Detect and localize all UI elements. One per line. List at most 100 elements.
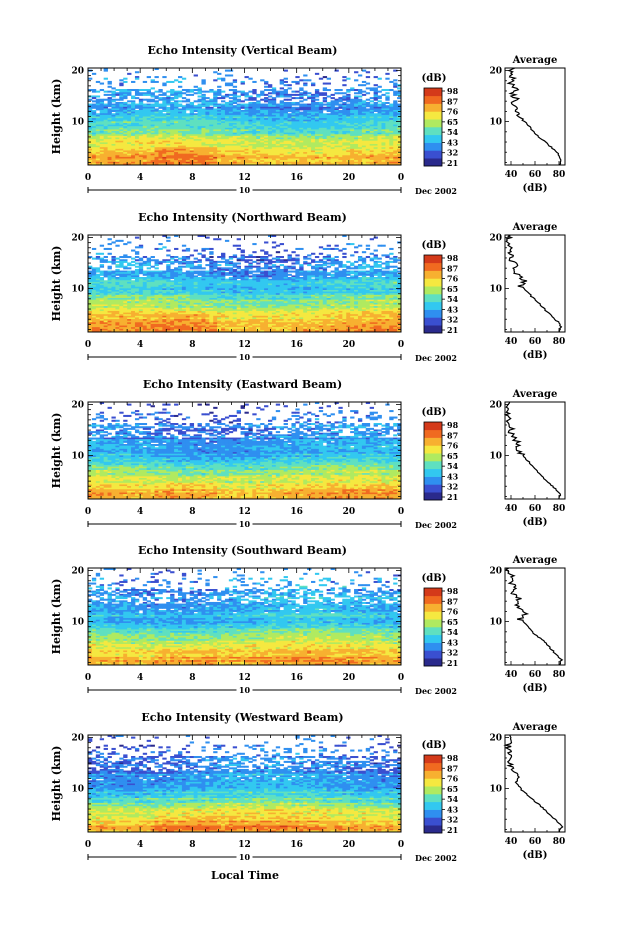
heatmap-cell bbox=[146, 90, 151, 93]
heatmap-cell bbox=[201, 256, 206, 259]
heatmap-cell bbox=[174, 114, 179, 117]
heatmap-cell bbox=[111, 114, 116, 117]
heatmap-cell bbox=[283, 105, 288, 108]
heatmap-cell bbox=[283, 93, 288, 96]
heatmap-cell bbox=[232, 92, 238, 95]
heatmap-cell bbox=[236, 119, 241, 122]
heatmap-cell bbox=[307, 92, 312, 95]
heatmap-cell bbox=[369, 118, 375, 121]
heatmap-cell bbox=[217, 77, 222, 80]
heatmap-cell bbox=[111, 87, 116, 90]
heatmap-cell bbox=[256, 262, 261, 265]
heatmap-cell bbox=[232, 85, 238, 88]
heatmap-cell bbox=[103, 103, 108, 106]
heatmap-cell bbox=[162, 98, 167, 101]
heatmap-cell bbox=[221, 100, 226, 103]
heatmap-cell bbox=[197, 92, 202, 95]
heatmap-cell bbox=[271, 106, 277, 109]
heatmap-cell bbox=[279, 122, 285, 125]
heatmap-cell bbox=[103, 119, 108, 122]
heatmap-cell bbox=[260, 111, 265, 114]
heatmap-cell bbox=[240, 122, 245, 125]
heatmap-cell bbox=[291, 80, 296, 83]
heatmap-cell bbox=[201, 80, 206, 83]
heatmap-cell bbox=[123, 113, 128, 116]
heatmap-cell bbox=[373, 119, 378, 122]
heatmap-cell bbox=[381, 273, 386, 276]
heatmap-cell bbox=[373, 121, 378, 124]
heatmap-cell bbox=[131, 113, 136, 116]
heatmap-cell bbox=[260, 122, 265, 125]
heatmap-cell bbox=[338, 265, 343, 268]
heatmap-cell bbox=[201, 103, 206, 106]
heatmap-cell bbox=[91, 110, 97, 113]
heatmap-cell bbox=[275, 95, 281, 98]
heatmap-cell bbox=[197, 113, 202, 116]
heatmap-cell bbox=[311, 111, 316, 114]
heatmap-cell bbox=[346, 116, 351, 119]
profile-y-tick-label: 10 bbox=[489, 118, 502, 128]
heatmap-cell bbox=[158, 243, 163, 246]
heatmap-cell bbox=[283, 114, 288, 117]
heatmap-cell bbox=[244, 121, 249, 124]
heatmap-cell bbox=[170, 122, 175, 125]
heatmap-cell bbox=[232, 122, 238, 125]
heatmap-cell bbox=[123, 243, 128, 246]
heatmap-cell bbox=[389, 257, 394, 260]
heatmap-cell bbox=[146, 264, 151, 267]
heatmap-cell bbox=[228, 105, 234, 108]
heatmap-cell bbox=[275, 251, 281, 254]
heatmap-cell bbox=[354, 105, 359, 108]
heatmap-cell bbox=[299, 89, 304, 92]
heatmap-cell bbox=[232, 93, 238, 96]
heatmap-cell bbox=[154, 113, 159, 116]
heatmap-cell bbox=[177, 257, 183, 260]
heatmap-cell bbox=[134, 71, 140, 74]
heatmap-cell bbox=[361, 119, 367, 122]
heatmap-cell bbox=[228, 111, 234, 114]
heatmap-cell bbox=[123, 80, 128, 83]
heatmap-cell bbox=[303, 106, 308, 109]
heatmap-cell bbox=[158, 113, 163, 116]
heatmap-cell bbox=[221, 116, 226, 119]
heatmap-cell bbox=[381, 267, 386, 270]
heatmap-cell bbox=[131, 105, 136, 108]
heatmap-cell bbox=[209, 108, 214, 111]
heatmap-cell bbox=[134, 236, 140, 239]
heatmap-cell bbox=[346, 110, 351, 113]
heatmap-cell bbox=[330, 101, 335, 104]
heatmap-cell bbox=[318, 101, 324, 104]
heatmap-cell bbox=[357, 106, 363, 109]
heatmap-cell bbox=[189, 122, 195, 125]
heatmap-cell bbox=[224, 84, 230, 87]
heatmap-cell bbox=[338, 110, 343, 113]
heatmap-cell bbox=[166, 121, 171, 124]
heatmap-cell bbox=[201, 111, 206, 114]
heatmap-cell bbox=[107, 90, 112, 93]
heatmap-cell bbox=[201, 82, 206, 85]
heatmap-cell bbox=[95, 116, 101, 119]
heatmap-cell bbox=[350, 89, 355, 92]
heatmap-cell bbox=[318, 77, 324, 80]
heatmap-cell bbox=[142, 113, 148, 116]
heatmap-cell bbox=[385, 118, 390, 121]
heatmap-cell bbox=[142, 119, 148, 122]
heatmap-cell bbox=[240, 113, 245, 116]
heatmap-cell bbox=[232, 97, 238, 100]
heatmap-cell bbox=[170, 119, 175, 122]
heatmap-cell bbox=[326, 259, 331, 262]
heatmap-cell bbox=[311, 95, 316, 98]
heatmap-cell bbox=[111, 262, 116, 265]
heatmap-cell bbox=[346, 118, 351, 121]
heatmap-cell bbox=[174, 256, 179, 259]
heatmap-cell bbox=[127, 103, 132, 106]
heatmap-cell bbox=[134, 110, 140, 113]
heatmap-cell bbox=[131, 264, 136, 267]
heatmap-cell bbox=[201, 267, 206, 270]
heatmap-cell bbox=[166, 100, 171, 103]
heatmap-cell bbox=[138, 259, 144, 262]
heatmap-cell bbox=[166, 119, 171, 122]
heatmap-cell bbox=[236, 247, 241, 250]
x-tick-label: 4 bbox=[137, 173, 143, 183]
heatmap-cell bbox=[291, 259, 296, 262]
